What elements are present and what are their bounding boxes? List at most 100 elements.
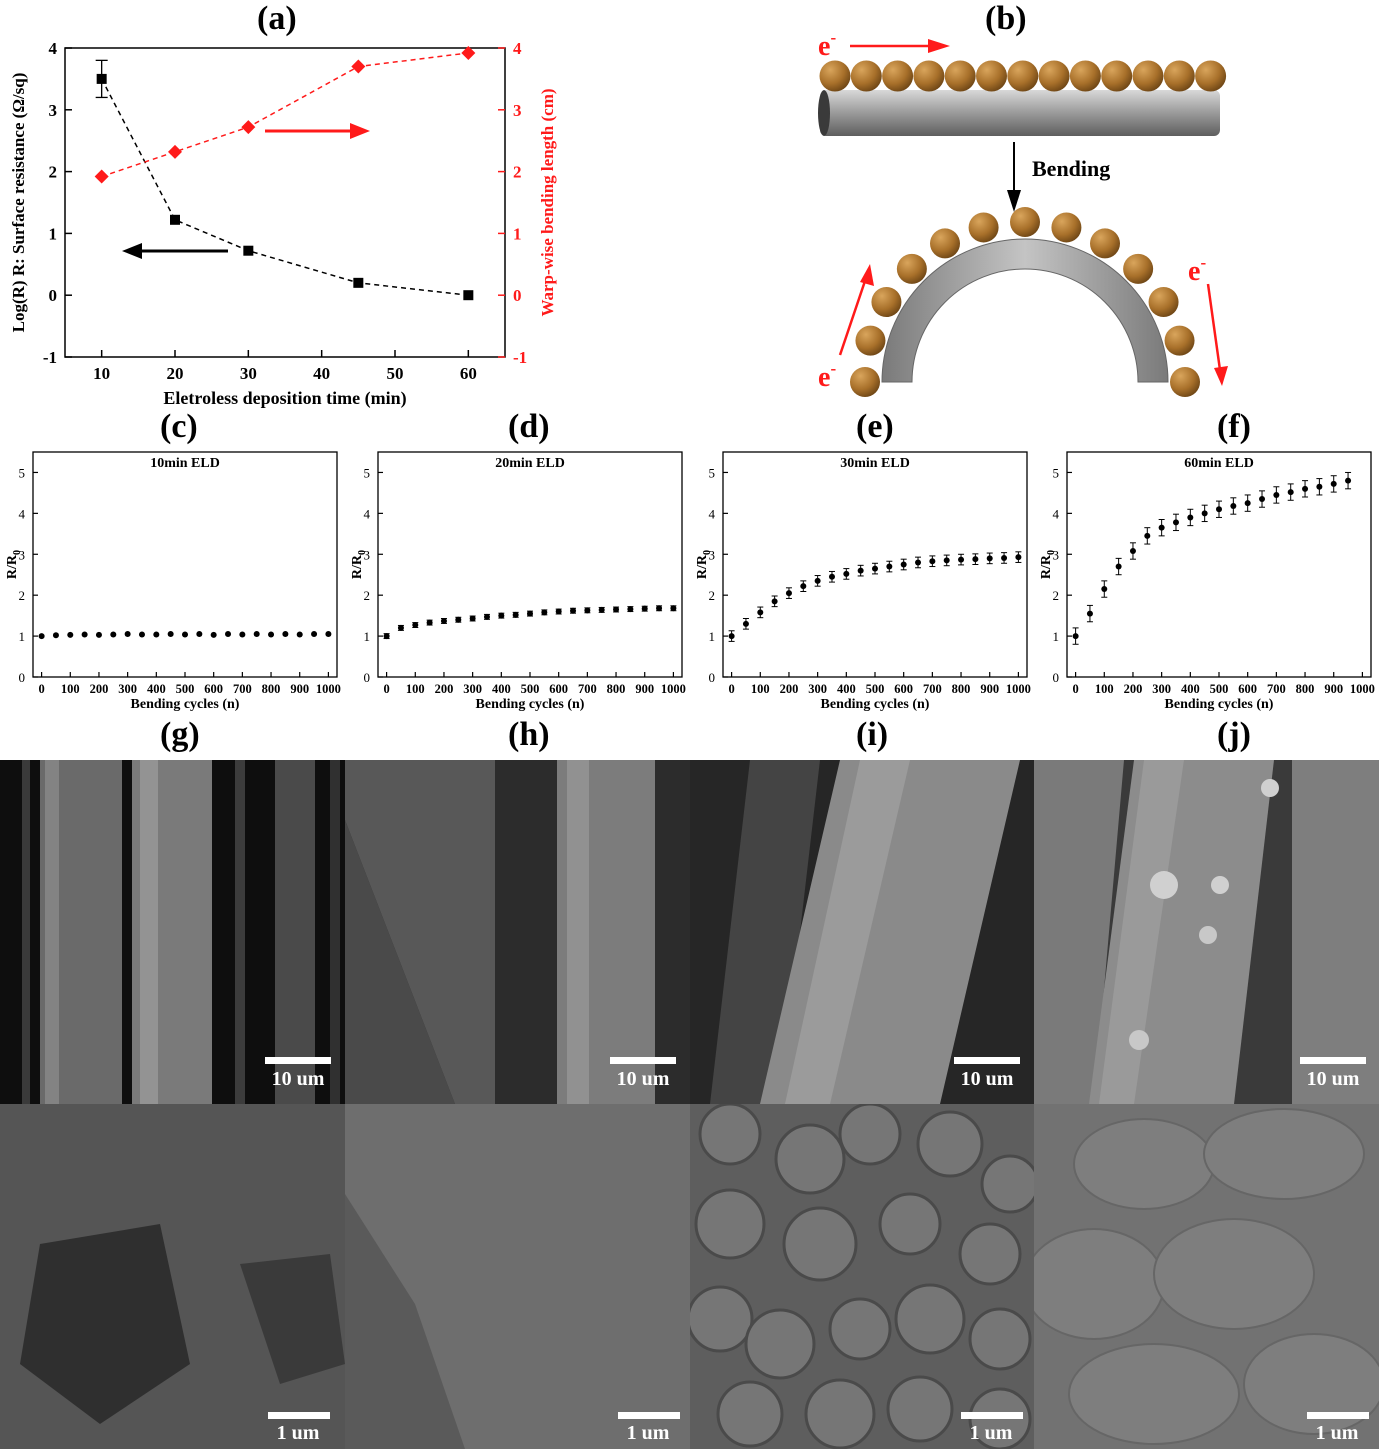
chart-e-point xyxy=(915,559,922,566)
chart-f-point xyxy=(1273,491,1280,498)
chart-e-point xyxy=(1001,554,1008,561)
chart-f-point xyxy=(1201,510,1208,517)
electron-label-top: e- xyxy=(818,30,836,62)
chart-a-bending-line xyxy=(101,52,469,178)
sem-j-top-texture xyxy=(1034,760,1379,1104)
chart-a-right-axis-label: Warp-wise bending length (cm) xyxy=(538,88,557,316)
chart-f-x-tick-label: 600 xyxy=(1238,682,1257,696)
bent-fiber xyxy=(881,238,1169,383)
chart-c-point xyxy=(110,631,117,638)
chart-a-right-tick-label: 0 xyxy=(513,286,522,305)
chart-d-x-axis-label: Bending cycles (n) xyxy=(476,697,585,712)
chart-e-y-axis-label: R/R0 xyxy=(695,550,713,579)
chart-e-x-tick-label: 700 xyxy=(923,682,942,696)
chart-d-y-tick-label: 1 xyxy=(364,629,371,644)
chart-f-point xyxy=(1330,480,1337,487)
chart-d-20min-eld: 20min ELD 0 100 200 300 400 500 600 700 800 900 100… xyxy=(350,451,686,712)
particle xyxy=(1123,253,1154,284)
chart-e-x-tick-label: 1000 xyxy=(1006,682,1031,696)
chart-c-y-tick-label: 5 xyxy=(19,465,26,480)
scale-bar-g-bottom xyxy=(268,1412,330,1419)
sem-j-bottom-texture xyxy=(1034,1104,1379,1449)
chart-f-point xyxy=(1187,514,1194,521)
chart-a-left-tick-label: 3 xyxy=(49,101,58,120)
electron-label-right: e- xyxy=(1188,253,1206,287)
chart-d-x-tick-label: 800 xyxy=(607,682,626,696)
chart-d-point xyxy=(527,610,533,617)
chart-f-y-tick-label: 1 xyxy=(1053,629,1060,644)
sem-image-h-high-mag xyxy=(345,1104,690,1449)
chart-d-frame xyxy=(377,451,683,678)
chart-f-y-tick-label: 0 xyxy=(1053,670,1060,685)
chart-c-point xyxy=(167,631,174,638)
chart-a-right-arrow-head xyxy=(350,123,370,139)
chart-a-x-axis-label: Eletroless deposition time (min) xyxy=(163,388,406,409)
chart-a-bending-point xyxy=(241,120,256,135)
chart-c-point xyxy=(182,631,188,638)
chart-e-point xyxy=(1015,554,1022,561)
scale-label-h-bottom: 1 um xyxy=(626,1422,670,1444)
chart-f-point xyxy=(1230,503,1237,509)
chart-f-y-tick-label: 4 xyxy=(1053,506,1060,521)
chart-a-left-tick-label: 0 xyxy=(49,286,58,305)
chart-d-x-tick-label: 500 xyxy=(521,682,540,696)
chart-c-x-tick-label: 800 xyxy=(262,682,281,696)
chart-e-point xyxy=(785,590,792,597)
panel-label-e: (e) xyxy=(856,408,894,445)
chart-e-point xyxy=(728,633,735,640)
panel-label-f: (f) xyxy=(1217,408,1251,445)
chart-c-x-tick-label: 0 xyxy=(38,682,44,696)
panel-label-j: (j) xyxy=(1217,716,1251,753)
panel-label-g: (g) xyxy=(160,716,200,753)
chart-d-point xyxy=(613,606,620,613)
chart-c-point xyxy=(153,631,160,638)
chart-c-y-axis-label: R/R0 xyxy=(5,550,23,579)
particle xyxy=(944,60,976,92)
chart-a-left-axis-label: Log(R) R: Surface resistance (Ω/sq) xyxy=(9,73,28,333)
chart-f-x-tick-label: 200 xyxy=(1124,682,1143,696)
chart-c-y-tick-label: 4 xyxy=(19,506,26,521)
chart-d-point xyxy=(641,605,648,612)
chart-c-point xyxy=(95,631,102,638)
chart-e-point xyxy=(958,556,965,563)
chart-e-point xyxy=(800,583,807,590)
chart-e-point xyxy=(771,598,778,605)
chart-d-point xyxy=(469,615,476,622)
chart-d-y-tick-label: 3 xyxy=(364,547,371,562)
sem-h-bottom-texture xyxy=(345,1104,690,1449)
particle xyxy=(968,212,999,243)
panel-label-a: (a) xyxy=(257,0,297,37)
chart-a-x-tick-label: 30 xyxy=(240,364,257,383)
chart-e-point xyxy=(828,573,835,580)
particle xyxy=(882,60,914,92)
chart-d-point xyxy=(670,605,677,612)
chart-e-x-tick-label: 900 xyxy=(980,682,999,696)
chart-a-left-tick-label: 2 xyxy=(49,163,58,182)
particle xyxy=(1051,212,1082,243)
particle xyxy=(976,60,1007,92)
chart-c-y-tick-label: 1 xyxy=(19,629,26,644)
chart-e-point xyxy=(757,609,764,616)
chart-e-point xyxy=(943,557,950,564)
chart-a-resistance-point xyxy=(353,277,364,288)
chart-c-point xyxy=(38,633,45,640)
sem-image-i-high-mag xyxy=(690,1104,1035,1449)
chart-f-x-tick-label: 900 xyxy=(1324,682,1343,696)
chart-e-point xyxy=(857,567,864,574)
chart-e-y-tick-label: 1 xyxy=(709,629,716,644)
chart-f-x-tick-label: 700 xyxy=(1267,682,1286,696)
chart-c-point xyxy=(124,631,131,638)
chart-c-point xyxy=(196,631,203,638)
electron-label-left: e- xyxy=(818,359,836,393)
chart-d-point xyxy=(627,606,634,613)
chart-f-x-tick-label: 100 xyxy=(1095,682,1114,696)
electron-arrow-left xyxy=(838,264,874,356)
chart-e-x-tick-label: 600 xyxy=(894,682,913,696)
particle xyxy=(1090,228,1120,259)
chart-f-x-tick-label: 800 xyxy=(1296,682,1315,696)
particle xyxy=(1010,207,1040,237)
chart-e-y-tick-label: 4 xyxy=(709,506,716,521)
chart-c-x-axis-label: Bending cycles (n) xyxy=(131,697,240,712)
particle xyxy=(850,60,882,92)
chart-a-resistance-point xyxy=(463,290,474,301)
